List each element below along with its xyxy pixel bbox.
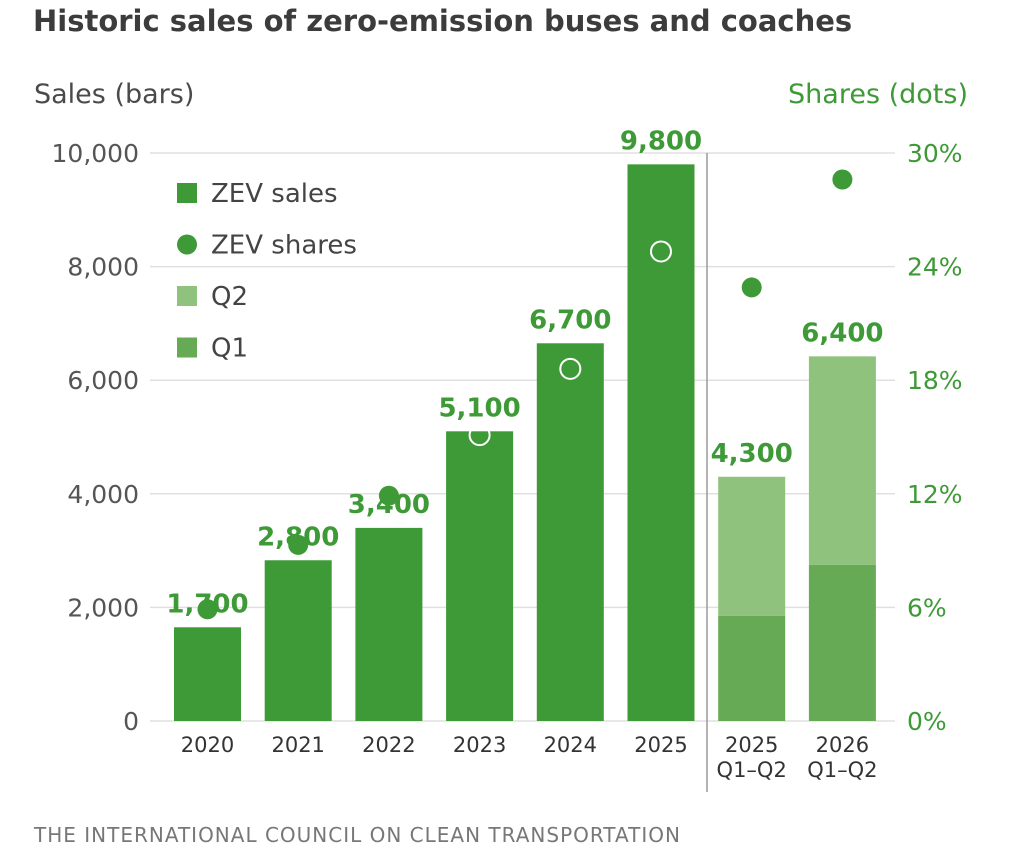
bar-q2: [718, 476, 786, 616]
share-dot: [468, 424, 491, 447]
share-dot: [288, 534, 309, 555]
share-dot: [650, 240, 672, 263]
right-axis-ticks: 0% 6% 12% 18% 24% 30%: [907, 139, 963, 736]
category-label: 2020: [181, 733, 234, 757]
bar-value-label: 9,800: [620, 126, 702, 156]
share-dot: [378, 485, 399, 506]
category-label: 2025: [634, 733, 687, 757]
left-tick-label: 0: [123, 707, 139, 736]
bar-value-label: 6,700: [529, 305, 611, 335]
bar-value-label: 2,800: [257, 522, 339, 552]
bar: [446, 431, 514, 721]
legend-label: Q1: [211, 334, 248, 364]
left-tick-label: 6,000: [67, 366, 139, 395]
bar-q1: [718, 615, 786, 721]
legend-swatch: [177, 234, 197, 255]
legend-swatch: [177, 337, 197, 358]
left-tick-label: 4,000: [67, 480, 139, 509]
share-dot: [741, 277, 762, 298]
legend-label: ZEV shares: [211, 231, 357, 261]
category-label: 2022: [362, 733, 415, 757]
bar: [627, 164, 695, 722]
bar-value-label: 4,300: [711, 439, 793, 469]
source-credit: THE INTERNATIONAL COUNCIL ON CLEAN TRANS…: [33, 823, 681, 847]
chart-title: Historic sales of zero-emission buses an…: [33, 4, 852, 38]
category-label: 2025: [725, 733, 778, 757]
category-label-sub: Q1–Q2: [717, 758, 787, 782]
bars: [174, 164, 876, 722]
legend-label: Q2: [211, 282, 248, 312]
right-axis-title: Shares (dots): [788, 79, 968, 110]
bar: [536, 343, 604, 721]
bar: [264, 560, 332, 721]
left-tick-label: 2,000: [67, 593, 139, 622]
legend-swatch: [177, 286, 197, 306]
category-label: 2023: [453, 733, 506, 757]
category-label: 2021: [271, 733, 324, 757]
right-tick-label: 18%: [907, 366, 963, 395]
left-axis-title: Sales (bars): [34, 79, 194, 110]
share-dot: [197, 599, 218, 620]
category-labels: 2020 2021 2022 2023 2024 2025 2025Q1–Q22026Q1–…: [181, 733, 878, 782]
legend-swatch: [177, 183, 197, 203]
bar: [355, 527, 423, 721]
bar: [174, 627, 241, 721]
bar-value-label: 1,700: [166, 589, 248, 619]
category-label: 2026: [816, 733, 869, 757]
legend-label: ZEV sales: [211, 179, 338, 209]
bar-q2: [808, 356, 876, 565]
share-dots: [197, 169, 853, 620]
left-tick-label: 8,000: [67, 253, 139, 282]
bar-value-label: 6,400: [801, 318, 883, 348]
right-tick-label: 12%: [907, 480, 963, 509]
data-labels: 1,700 2,800 3,400 5,100 6,700 9,800 4,300 6,400: [166, 126, 883, 619]
bar-q1: [808, 564, 876, 721]
category-label-sub: Q1–Q2: [807, 758, 877, 782]
right-tick-label: 30%: [907, 139, 963, 168]
share-dot: [559, 357, 582, 380]
left-axis-ticks: 0 2,000 4,000 6,000 8,000 10,000: [52, 139, 139, 736]
category-label: 2024: [544, 733, 597, 757]
bar-value-label: 5,100: [438, 393, 520, 423]
legend: ZEV sales ZEV shares Q2 Q1: [177, 179, 357, 364]
right-tick-label: 24%: [907, 253, 963, 282]
right-tick-label: 0%: [907, 707, 947, 736]
share-dot: [832, 169, 853, 190]
bar-value-label: 3,400: [348, 490, 430, 520]
left-tick-label: 10,000: [52, 139, 139, 168]
right-tick-label: 6%: [907, 593, 947, 622]
